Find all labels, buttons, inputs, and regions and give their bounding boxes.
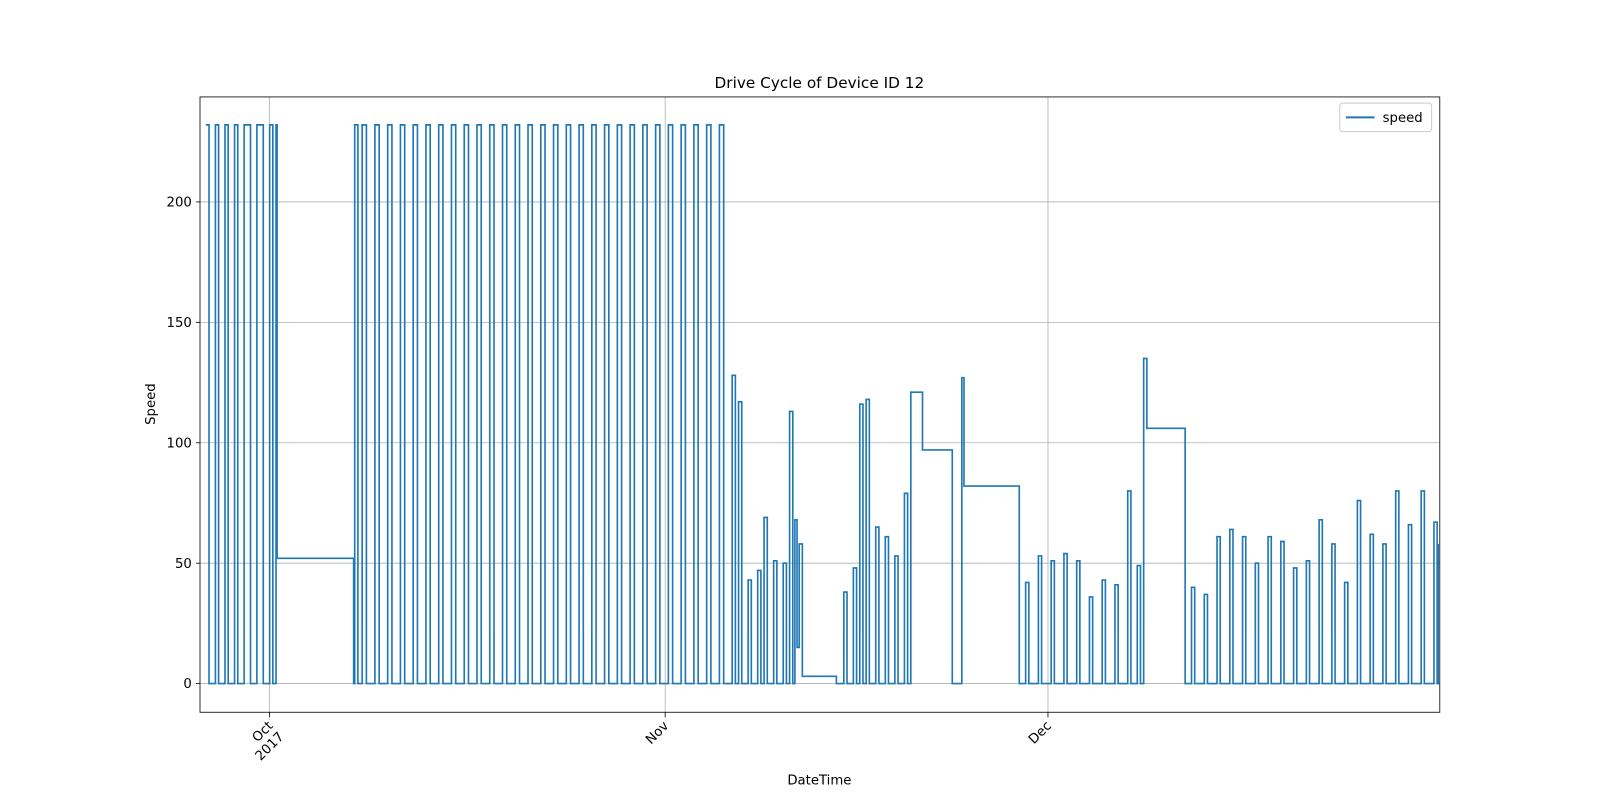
y-tick-label: 50 [175, 557, 192, 572]
y-axis-label: Speed [144, 383, 159, 425]
x-axis-label: DateTime [787, 774, 851, 789]
chart-title: Drive Cycle of Device ID 12 [715, 74, 925, 92]
y-tick-label: 150 [167, 316, 192, 331]
plot-frame [199, 96, 1441, 713]
legend-box [1339, 102, 1433, 133]
data-line [205, 124, 1440, 685]
y-tick-label: 200 [167, 196, 192, 211]
legend-label: speed [1383, 111, 1423, 126]
y-tick-label: 100 [167, 436, 192, 451]
y-tick-label: 0 [183, 677, 191, 692]
